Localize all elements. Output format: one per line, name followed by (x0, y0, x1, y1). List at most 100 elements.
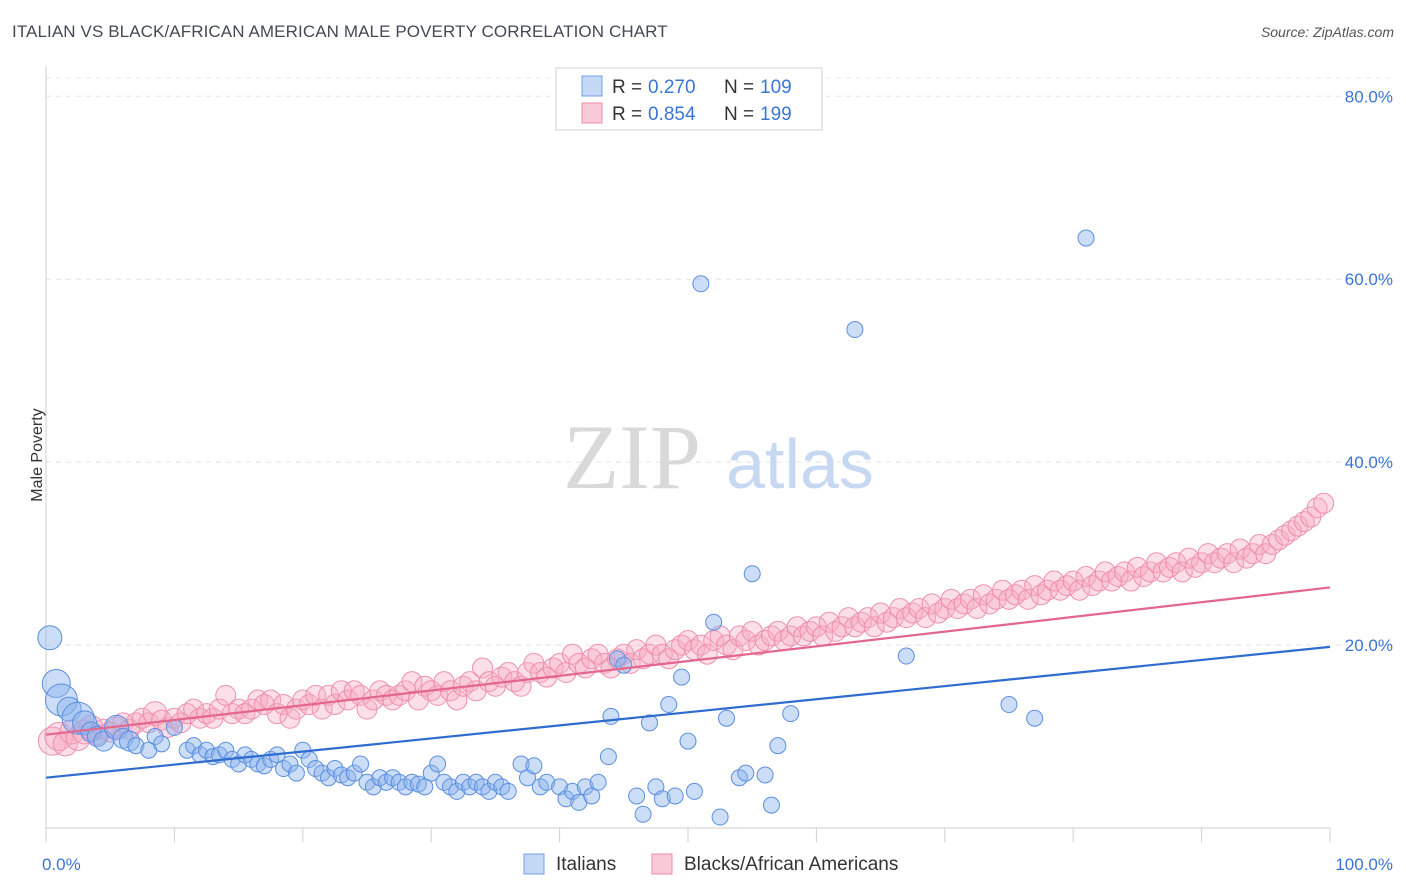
point-italians (692, 275, 710, 293)
point-italians (634, 805, 652, 823)
point-italians (685, 782, 703, 800)
trend-lines (45, 586, 1331, 779)
legend-swatch-blacks (581, 102, 603, 124)
point-italians (602, 707, 620, 725)
point-blacks (1017, 588, 1039, 610)
point-blacks (1120, 570, 1142, 592)
point-italians (608, 650, 626, 668)
point-italians (422, 764, 440, 782)
point-italians (653, 790, 671, 808)
legend-n-value-italians: 109 (760, 77, 792, 98)
point-italians (673, 668, 691, 686)
legend-box: R = 0.270 N = 109 R = 0.854 N = 199 (555, 67, 823, 131)
point-italians (230, 755, 248, 773)
point-italians (127, 737, 145, 755)
legend-n-value-blacks: 199 (760, 104, 792, 125)
x-tick-label-min: 0.0% (42, 855, 81, 874)
point-blacks (472, 657, 494, 679)
point-italians (153, 735, 171, 753)
point-italians (615, 656, 633, 674)
point-italians (37, 625, 63, 651)
point-italians (198, 741, 215, 759)
chart-title: ITALIAN VS BLACK/AFRICAN AMERICAN MALE P… (12, 22, 668, 41)
point-italians (846, 321, 864, 339)
point-italians (762, 796, 780, 814)
point-blacks (44, 722, 74, 752)
point-italians (345, 764, 363, 782)
point-blacks (305, 684, 327, 706)
point-italians (705, 613, 723, 631)
point-italians (217, 741, 235, 759)
point-blacks (1171, 561, 1193, 583)
point-italians (499, 782, 517, 800)
point-italians (403, 773, 421, 791)
point-italians (146, 728, 164, 746)
point-italians (319, 769, 337, 787)
legend-r-value-blacks: 0.854 (648, 104, 696, 125)
point-italians (480, 782, 498, 800)
point-italians (583, 787, 601, 805)
point-italians (563, 782, 581, 800)
point-italians (628, 787, 646, 805)
point-italians (756, 766, 774, 784)
series-italians (37, 229, 1095, 826)
point-italians (599, 748, 617, 766)
point-italians (1077, 229, 1095, 247)
point-italians (512, 755, 530, 773)
source-label: Source: ZipAtlas.com (1260, 24, 1394, 40)
x-tick-label-max: 100.0% (1335, 855, 1393, 874)
point-italians (1000, 696, 1018, 714)
point-italians (255, 757, 273, 775)
point-blacks (1223, 552, 1245, 574)
y-tick-label: 80.0% (1345, 87, 1393, 106)
point-italians (448, 782, 466, 800)
point-italians (525, 757, 543, 775)
bottom-swatch-italians (523, 853, 545, 875)
point-blacks (863, 616, 885, 638)
series-blacks (37, 492, 1335, 757)
legend-n-label-blacks: N = (724, 104, 754, 125)
point-italians (416, 778, 434, 796)
point-italians (41, 668, 71, 698)
point-blacks (1313, 492, 1335, 514)
point-italians (352, 755, 370, 773)
point-italians (666, 787, 684, 805)
point-italians (718, 709, 736, 727)
y-tick-label: 20.0% (1345, 636, 1393, 655)
bottom-legend: Italians Blacks/African Americans (523, 853, 898, 875)
y-tick-label: 60.0% (1345, 270, 1393, 289)
trend-line-italians (45, 645, 1331, 779)
point-italians (165, 718, 183, 736)
tick-labels: 20.0% 40.0% 60.0% 80.0% 0.0% 100.0% (42, 87, 1393, 874)
legend-r-label-blacks: R = (612, 104, 642, 125)
watermark-atlas: atlas (726, 425, 874, 503)
bottom-swatch-blacks (651, 853, 673, 875)
point-italians (711, 808, 729, 826)
point-blacks (1069, 579, 1091, 601)
point-italians (326, 760, 344, 778)
point-italians (679, 732, 697, 750)
point-italians (557, 790, 575, 808)
point-italians (1026, 709, 1044, 727)
trend-line-blacks (45, 586, 1331, 736)
point-italians (737, 764, 755, 782)
bottom-legend-blacks: Blacks/African Americans (684, 854, 898, 875)
point-blacks (915, 607, 937, 629)
y-tick-label: 40.0% (1345, 453, 1393, 472)
point-italians (287, 764, 305, 782)
legend-swatch-italians (581, 75, 603, 97)
point-italians (538, 773, 556, 791)
watermark: ZIP atlas (563, 406, 874, 508)
point-italians (660, 696, 678, 714)
point-blacks (446, 689, 468, 711)
legend-n-label-italians: N = (724, 77, 754, 98)
point-italians (897, 647, 915, 665)
point-blacks (966, 597, 988, 619)
point-italians (576, 778, 594, 796)
legend-r-label-italians: R = (612, 77, 642, 98)
axes (45, 66, 1331, 842)
point-italians (743, 565, 761, 583)
legend-r-value-italians: 0.270 (648, 77, 696, 98)
point-blacks (324, 694, 346, 716)
